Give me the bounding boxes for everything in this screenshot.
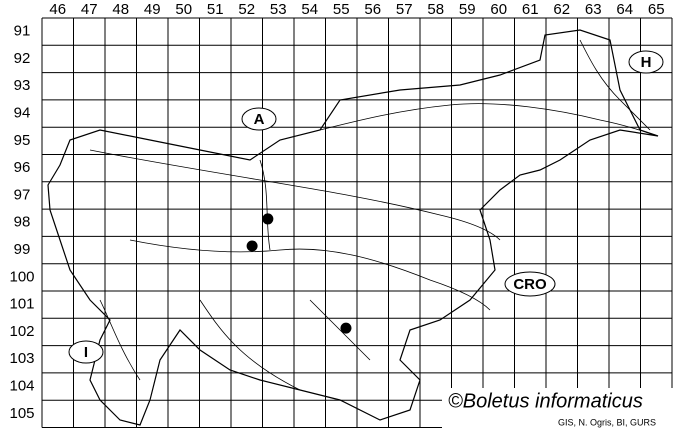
river [579,39,651,131]
country-border [47,29,659,426]
row-label: 104 [9,378,34,395]
column-label: 64 [616,1,633,18]
river [259,159,371,361]
copyright: ©Boletus informaticus [448,390,643,412]
row-label: 97 [14,186,31,203]
river [99,299,301,391]
column-label: 65 [648,1,665,18]
row-label: 93 [14,77,31,94]
occurrence-point [262,213,274,225]
column-label: 48 [112,1,129,18]
row-label: 91 [14,23,31,40]
column-label: 50 [175,1,192,18]
column-label: 56 [364,1,381,18]
row-label: 100 [9,268,34,285]
row-label: 103 [9,350,34,367]
row-label: 101 [9,296,34,313]
country-label-text: I [84,344,88,361]
column-label: 63 [585,1,602,18]
country-label-text: CRO [513,276,547,293]
country-label-text: H [641,54,652,71]
grid [41,17,673,428]
caption-background [442,388,674,428]
river [319,103,659,137]
points [246,213,352,334]
column-label: 58 [427,1,444,18]
row-label: 95 [14,132,31,149]
occurrence-point [340,322,352,334]
column-label: 47 [81,1,98,18]
column-label: 53 [270,1,287,18]
row-label: 105 [9,405,34,422]
column-label: 51 [207,1,224,18]
row-label: 99 [14,241,31,258]
row-label: 92 [14,50,31,67]
row-label: 102 [9,323,34,340]
column-label: 61 [522,1,539,18]
column-label: 52 [238,1,255,18]
column-label: 46 [49,1,66,18]
river [129,239,491,311]
country-label-text: A [254,111,265,128]
column-label: 57 [396,1,413,18]
column-label: 54 [301,1,318,18]
column-label: 62 [553,1,570,18]
occurrence-point [246,240,258,252]
row-label: 98 [14,214,31,231]
column-label: 55 [333,1,350,18]
river [89,149,501,241]
row-label: 94 [14,105,31,122]
row-label: 96 [14,159,31,176]
column-label: 59 [459,1,476,18]
column-label: 60 [490,1,507,18]
credit: GIS, N. Ogris, BI, GURS [558,417,656,427]
column-label: 49 [144,1,161,18]
country-label: A H I CRO [68,50,664,364]
